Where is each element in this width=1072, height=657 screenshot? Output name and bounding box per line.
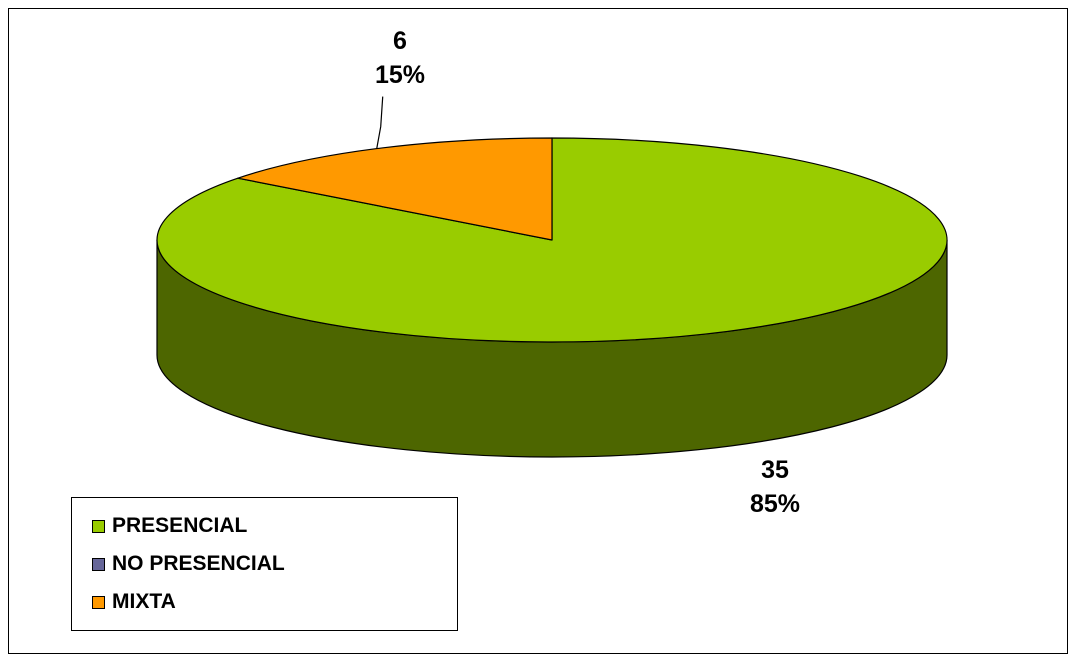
legend-item-no-presencial: NO PRESENCIAL [92, 550, 285, 578]
data-label-presencial-percent: 85% [749, 490, 801, 518]
pie-slice-mixta [237, 137, 553, 241]
data-label-mixta-percent: 15% [374, 61, 426, 89]
legend-item-presencial: PRESENCIAL [92, 512, 247, 540]
data-label-presencial-value: 35 [761, 456, 789, 484]
data-label-mixta-value: 6 [393, 27, 407, 55]
legend-swatch-presencial [92, 519, 105, 533]
legend-label-no-presencial: NO PRESENCIAL [112, 552, 285, 575]
data-label-presencial: 35 85% [725, 453, 825, 521]
legend: PRESENCIAL NO PRESENCIAL MIXTA [71, 497, 458, 631]
legend-swatch-mixta [92, 595, 105, 609]
legend-label-mixta: MIXTA [112, 590, 176, 613]
legend-label-presencial: PRESENCIAL [112, 514, 248, 537]
legend-swatch-no-presencial [92, 557, 105, 571]
data-label-mixta: 6 15% [355, 24, 445, 92]
leader-line-mixta [376, 96, 384, 149]
legend-item-mixta: MIXTA [92, 588, 176, 616]
